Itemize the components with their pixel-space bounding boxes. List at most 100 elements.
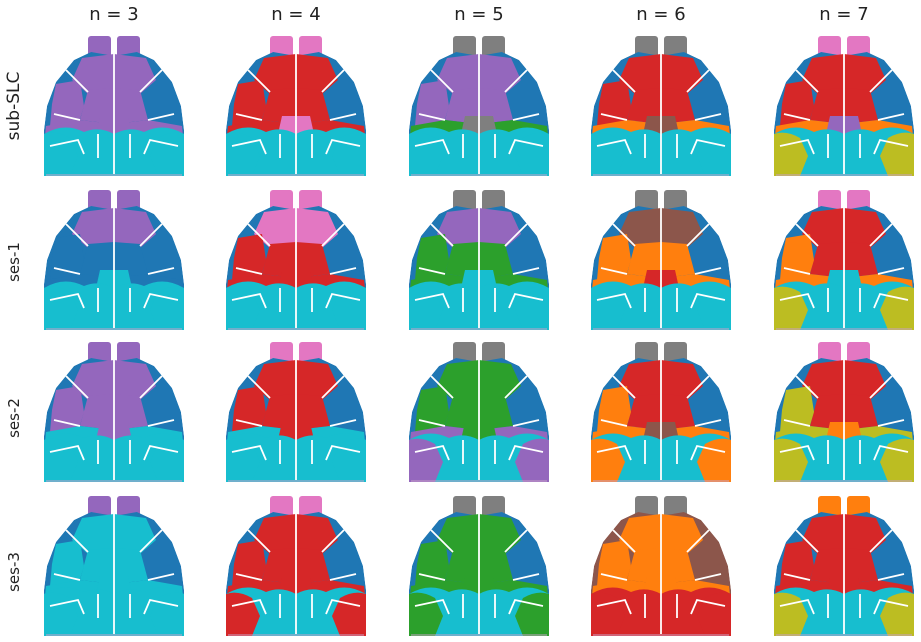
region-border <box>508 138 544 155</box>
region-pocket <box>774 132 808 176</box>
brain-map-ses-1-col3 <box>44 190 184 330</box>
column-title-n3: n = 3 <box>89 4 139 25</box>
region-border <box>783 113 811 121</box>
region-border <box>783 573 811 581</box>
column-title-n5: n = 5 <box>454 4 504 25</box>
region-border <box>231 444 267 461</box>
region-border <box>49 138 85 155</box>
region-pocket <box>226 286 260 330</box>
region-border <box>779 138 815 155</box>
region-pocket-right <box>515 592 549 636</box>
region-border <box>139 529 163 553</box>
region-border <box>612 529 636 553</box>
region-pocket-right <box>697 592 731 636</box>
region-border <box>49 292 85 309</box>
region-border <box>418 573 446 581</box>
region-border <box>329 113 357 121</box>
brain-map-ses-2-col7 <box>774 342 914 482</box>
region-border <box>596 598 632 615</box>
region-pocket <box>44 286 78 330</box>
region-border <box>877 267 905 275</box>
brain-map-sub-slc-col3 <box>44 36 184 176</box>
region-border <box>600 573 628 581</box>
region-border <box>783 267 811 275</box>
column-title-n7: n = 7 <box>819 4 869 25</box>
region-border <box>869 375 893 399</box>
brain-map-ses-1-col4 <box>226 190 366 330</box>
region-border <box>690 292 726 309</box>
region-border <box>873 292 909 309</box>
region-border <box>247 69 271 93</box>
region-border <box>795 375 819 399</box>
region-border <box>231 138 267 155</box>
region-border <box>143 292 179 309</box>
region-pocket-right <box>880 592 914 636</box>
region-pocket-right <box>150 592 184 636</box>
region-border <box>65 529 89 553</box>
region-border <box>596 292 632 309</box>
region-border <box>690 444 726 461</box>
region-border <box>600 113 628 121</box>
region-border <box>504 529 528 553</box>
brain-map-sub-slc-col7 <box>774 36 914 176</box>
region-border <box>512 419 540 427</box>
region-border <box>504 375 528 399</box>
region-border <box>430 69 454 93</box>
region-border <box>783 419 811 427</box>
brain-map-ses-3-col3 <box>44 496 184 636</box>
region-border <box>329 267 357 275</box>
region-border <box>321 223 345 247</box>
brain-map-ses-2-col6 <box>591 342 731 482</box>
brain-map-ses-2-col5 <box>409 342 549 482</box>
region-pocket-right <box>150 286 184 330</box>
region-pocket-right <box>697 438 731 482</box>
region-border <box>139 223 163 247</box>
region-border <box>600 419 628 427</box>
region-pocket <box>44 592 78 636</box>
region-pocket <box>409 132 443 176</box>
region-pocket <box>44 438 78 482</box>
brain-map-ses-3-col7 <box>774 496 914 636</box>
brain-map-ses-2-col4 <box>226 342 366 482</box>
region-border <box>139 375 163 399</box>
column-title-n6: n = 6 <box>636 4 686 25</box>
region-border <box>53 573 81 581</box>
region-border <box>321 375 345 399</box>
column-title-n4: n = 4 <box>271 4 321 25</box>
region-border <box>690 138 726 155</box>
brain-map-sub-slc-col6 <box>591 36 731 176</box>
region-pocket-right <box>880 132 914 176</box>
region-border <box>869 69 893 93</box>
region-border <box>694 573 722 581</box>
region-pocket <box>409 286 443 330</box>
region-border <box>430 223 454 247</box>
region-border <box>325 138 361 155</box>
region-pocket-right <box>332 438 366 482</box>
region-border <box>795 529 819 553</box>
region-pocket-right <box>332 132 366 176</box>
region-border <box>414 292 450 309</box>
region-pocket <box>226 132 260 176</box>
region-border <box>49 444 85 461</box>
region-border <box>873 444 909 461</box>
region-pocket-right <box>332 286 366 330</box>
region-pocket-right <box>150 438 184 482</box>
region-border <box>508 292 544 309</box>
region-pocket-right <box>880 286 914 330</box>
region-border <box>147 267 175 275</box>
region-border <box>143 598 179 615</box>
region-pocket-right <box>880 438 914 482</box>
region-border <box>512 113 540 121</box>
region-border <box>779 444 815 461</box>
brain-map-sub-slc-col4 <box>226 36 366 176</box>
brain-map-ses-1-col7 <box>774 190 914 330</box>
region-border <box>869 223 893 247</box>
region-border <box>596 444 632 461</box>
row-label-ses-3: ses-3 <box>5 552 23 592</box>
region-border <box>686 69 710 93</box>
brain-map-ses-1-col5 <box>409 190 549 330</box>
region-border <box>53 113 81 121</box>
region-border <box>686 223 710 247</box>
region-border <box>430 375 454 399</box>
region-border <box>795 69 819 93</box>
